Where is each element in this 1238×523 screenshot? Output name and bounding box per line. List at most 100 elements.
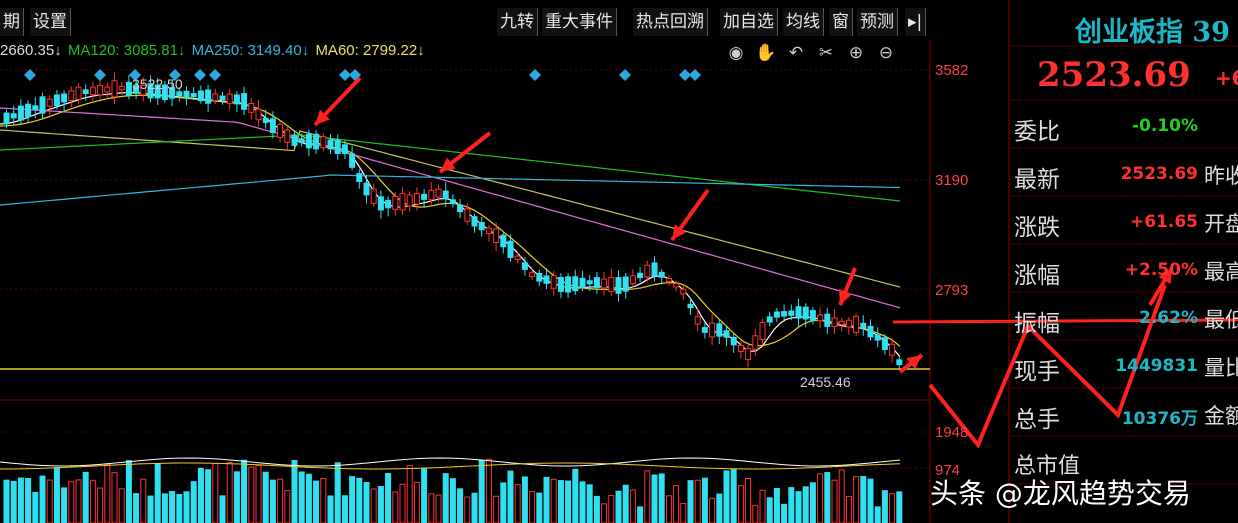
candle-body (543, 275, 550, 284)
candle-body (521, 262, 528, 270)
top-toolbar: 期 设置 九转 重大事件 热点回溯 加自选 均线 窗 预测 ▸| (0, 8, 930, 36)
candle-body (896, 359, 903, 366)
volume-bar (680, 502, 687, 523)
volume-bar (687, 480, 694, 523)
signal-diamond (529, 69, 541, 81)
candle-body (449, 199, 456, 205)
hotspot-review-button[interactable]: 热点回溯 (633, 8, 708, 36)
volume-bar (579, 481, 586, 523)
volume-bar (125, 460, 132, 523)
jiuzhuan-button[interactable]: 九转 (497, 8, 538, 36)
volume-bar (500, 482, 507, 523)
volume-bar (284, 490, 291, 523)
candle-body (881, 337, 888, 351)
volume-bar (298, 471, 305, 523)
quote-row: 涨幅 +2.50% 最高 (1014, 250, 1238, 290)
ma20-line (0, 107, 901, 309)
quote-row-label: 涨幅 (1014, 263, 1060, 289)
current-price: 2523.69 (1037, 55, 1191, 95)
candle-body (363, 182, 370, 196)
period-button[interactable]: 期 (0, 8, 24, 36)
candle-body (615, 277, 622, 294)
window-button[interactable]: 窗 (829, 8, 853, 36)
volume-bar (176, 494, 183, 523)
volume-bar (291, 460, 298, 523)
volume-bar (233, 471, 240, 523)
candle-body (413, 193, 420, 205)
candle-body (176, 91, 183, 97)
ma120-value: MA120: 3085.81↓ (67, 42, 186, 59)
volume-bar (860, 476, 867, 523)
quote-row: 最新 2523.69 昨收 (1014, 154, 1238, 194)
eye-icon[interactable]: ◉ (728, 43, 744, 63)
candle-body (111, 80, 118, 98)
forecast-button[interactable]: 预测 (857, 8, 898, 36)
candle-body (831, 317, 838, 327)
settings-button[interactable]: 设置 (30, 8, 71, 36)
volume-bar (629, 489, 636, 523)
volume-bar (97, 487, 104, 523)
ma60-value: MA60: 2799.22↓ (315, 42, 425, 59)
volume-bar (701, 477, 708, 523)
candle-body (133, 84, 140, 94)
volume-bar (241, 459, 248, 523)
volume-bar (154, 463, 161, 523)
high-price-label: 3522.50 (132, 76, 183, 92)
volume-bar (723, 470, 730, 523)
volume-bar (248, 466, 255, 523)
volume-bar (140, 478, 147, 523)
volume-bar (615, 490, 622, 523)
volume-bar (853, 476, 860, 523)
annotation-arrowhead (1158, 268, 1172, 284)
projection-line (892, 318, 1238, 324)
quote-panel: 创业板指 39 2523.69 +6 委比 -0.10% 最新 2523.69 昨收涨跌… (1009, 0, 1238, 523)
vol-tick-974: 974 (935, 462, 961, 479)
volume-bar (586, 484, 593, 523)
candle-body (197, 90, 204, 102)
undo-icon[interactable]: ↶ (788, 43, 804, 63)
volume-bar (658, 473, 665, 523)
volume-bar (370, 488, 377, 523)
volume-bar (399, 483, 406, 523)
candle-body (284, 129, 291, 143)
volume-bar (89, 479, 96, 523)
volume-bar (10, 480, 17, 523)
zoom-in-icon[interactable]: ⊕ (848, 43, 864, 63)
annotation-arrowhead (906, 355, 922, 370)
add-watchlist-button[interactable]: 加自选 (720, 8, 778, 36)
volume-bar (507, 470, 514, 523)
volume-bar (709, 497, 716, 523)
volume-bar (745, 477, 752, 523)
volume-bar (226, 462, 233, 523)
quote-row-value: 2523.69 (1120, 164, 1198, 184)
zoom-out-icon[interactable]: ⊖ (878, 43, 894, 63)
collapse-panel-icon[interactable]: ▸| (905, 8, 927, 36)
quote-row-label: 振幅 (1014, 311, 1060, 337)
candle-body (3, 112, 10, 125)
candle-body (874, 334, 881, 341)
candle-body (723, 330, 730, 338)
volume-bar (795, 491, 802, 523)
quote-row-value: +2.50% (1124, 260, 1198, 280)
candle-body (802, 306, 809, 320)
major-events-button[interactable]: 重大事件 (542, 8, 617, 36)
ma-button[interactable]: 均线 (783, 8, 824, 36)
candle-body (766, 316, 773, 323)
volume-bar (104, 463, 111, 523)
candle-body (673, 283, 680, 288)
candle-body (457, 204, 464, 213)
volume-bar (3, 479, 10, 523)
candle-body (550, 275, 557, 289)
candle-body (39, 96, 46, 114)
scissors-icon[interactable]: ✂ (818, 43, 834, 63)
candle-body (745, 348, 752, 360)
candle-body (75, 86, 82, 100)
quote-row-label: 涨跌 (1014, 215, 1060, 241)
candle-body (212, 93, 219, 102)
volume-bar (716, 493, 723, 523)
candle-body (377, 196, 384, 211)
volume-bar (881, 490, 888, 523)
volume-bar (219, 495, 226, 523)
hand-icon[interactable]: ✋ (755, 43, 777, 63)
candle-body (795, 306, 802, 319)
